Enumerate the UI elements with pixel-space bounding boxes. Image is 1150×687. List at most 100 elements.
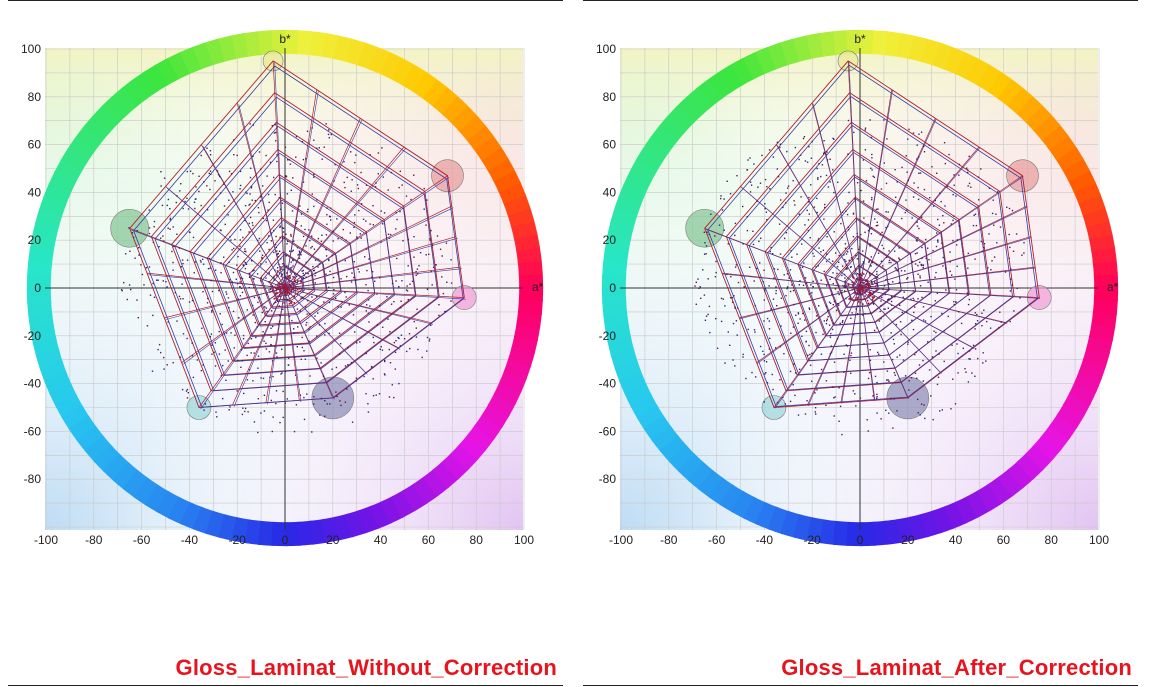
sample-point [325, 234, 328, 236]
sample-point [859, 283, 861, 286]
sample-point [271, 430, 273, 433]
sample-point [300, 280, 302, 283]
sample-point [393, 396, 395, 399]
sample-point [365, 220, 367, 222]
sample-point [928, 293, 931, 295]
sample-point [762, 281, 764, 283]
sample-point [916, 377, 918, 379]
sample-point [314, 272, 317, 274]
sample-point [780, 297, 783, 299]
y-tick-label: -60 [599, 424, 617, 438]
sample-point [864, 291, 866, 293]
sample-point [252, 124, 254, 126]
sample-point [888, 288, 890, 290]
sample-point [208, 257, 211, 260]
sample-point [886, 138, 888, 140]
sample-point [273, 279, 275, 281]
sample-point [288, 289, 290, 291]
sample-point [242, 338, 245, 340]
sample-point [293, 240, 295, 242]
x-tick-label: -100 [34, 533, 58, 547]
sample-point [276, 253, 279, 255]
sample-point [356, 237, 358, 240]
sample-point [408, 333, 411, 335]
sample-point [968, 358, 970, 360]
sample-point [921, 296, 923, 299]
sample-point [327, 282, 329, 284]
sample-point [790, 250, 792, 252]
sample-point [301, 270, 303, 272]
sample-point [357, 268, 359, 270]
sample-point [271, 360, 274, 362]
sample-point [890, 397, 892, 400]
sample-point [846, 213, 849, 216]
sample-point [872, 291, 875, 293]
sample-point [222, 397, 224, 400]
sample-point [847, 226, 849, 228]
sample-point [745, 377, 747, 380]
sample-point [270, 240, 273, 242]
sample-point [974, 258, 976, 260]
mesh-spoke-blue [238, 104, 286, 289]
sample-point [283, 291, 286, 293]
sample-point [273, 132, 276, 134]
sample-point [759, 262, 761, 264]
sample-point [985, 360, 987, 362]
sample-point [883, 361, 885, 363]
sample-point [861, 290, 864, 293]
sample-point [287, 292, 289, 294]
sample-point [871, 196, 873, 199]
sample-point [267, 209, 269, 211]
sample-point [974, 312, 976, 314]
sample-point [808, 293, 810, 295]
sample-point [931, 166, 933, 168]
y-tick-label: 20 [603, 233, 617, 247]
sample-point [243, 392, 245, 395]
sample-point [350, 281, 353, 283]
sample-point [842, 320, 844, 322]
sample-point [251, 222, 254, 224]
sample-point [359, 233, 361, 235]
sample-point [143, 284, 145, 286]
sample-point [268, 289, 270, 291]
sample-point [328, 259, 330, 262]
sample-point [873, 176, 876, 178]
sample-point [232, 271, 235, 274]
sample-point [839, 322, 841, 325]
sample-point [826, 236, 828, 238]
sample-point [917, 273, 919, 275]
sample-point [811, 292, 813, 294]
sample-point [917, 298, 919, 300]
sample-point [229, 406, 231, 408]
sample-point [302, 277, 305, 279]
sample-point [833, 415, 835, 417]
sample-point [975, 224, 978, 227]
sample-point [306, 393, 308, 395]
sample-point [803, 262, 805, 264]
sample-point [172, 362, 174, 364]
sample-point [894, 296, 896, 298]
mesh-spoke-blue [284, 91, 319, 289]
sample-point [837, 303, 839, 305]
sample-point [281, 292, 283, 294]
sample-point [817, 178, 819, 180]
sample-point [343, 161, 345, 163]
sample-point [827, 316, 829, 318]
sample-point [312, 270, 315, 272]
sample-point [296, 247, 299, 249]
sample-point [845, 344, 848, 346]
sample-point [852, 274, 854, 276]
sample-point [387, 318, 389, 320]
sample-point [239, 229, 242, 231]
sample-point [899, 321, 902, 323]
sample-point [337, 305, 339, 308]
sample-point [936, 292, 939, 294]
x-axis-label: a* [1107, 280, 1119, 294]
sample-point [735, 320, 738, 322]
sample-point [793, 363, 795, 365]
sample-point [943, 360, 945, 363]
sample-point [348, 304, 350, 306]
sample-point [313, 139, 315, 141]
sample-point [951, 274, 953, 276]
sample-point [828, 301, 831, 303]
